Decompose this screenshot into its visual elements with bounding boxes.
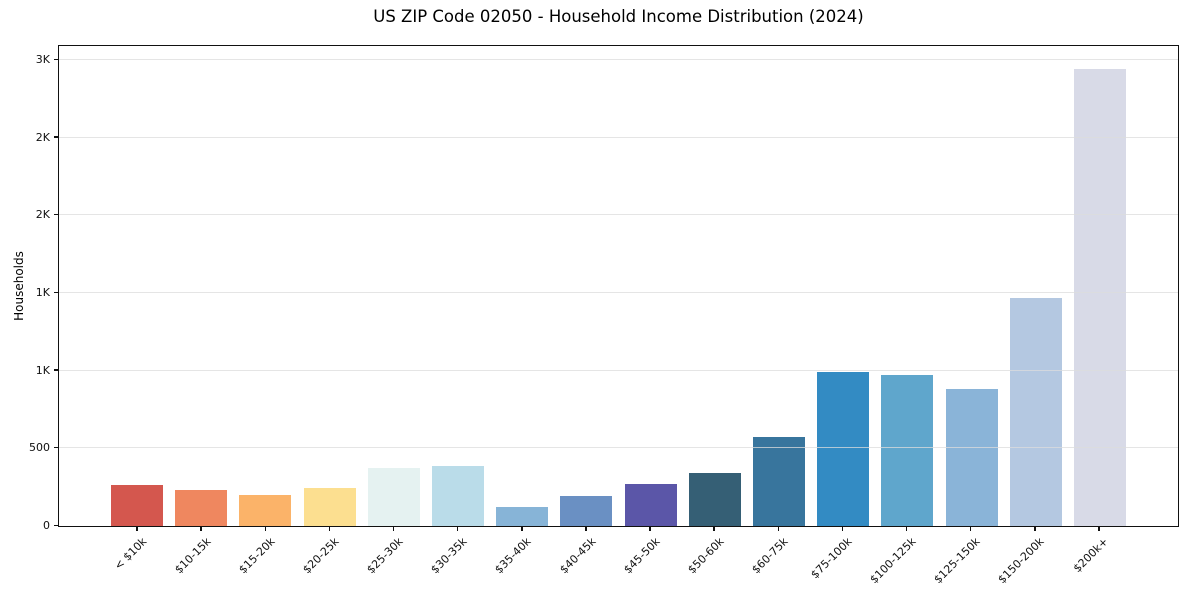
- bar-slot: [169, 46, 233, 526]
- bar-$15-20k: [239, 494, 292, 526]
- x-tick-mark: [1098, 526, 1100, 531]
- bar-$40-45k: [560, 495, 613, 526]
- bar-slot: [105, 46, 169, 526]
- x-tick-mark: [905, 526, 908, 531]
- bar-slot: [811, 46, 875, 526]
- bar-$125-150k: [945, 389, 998, 526]
- bar-slot: [683, 46, 747, 526]
- bar-slot: [426, 46, 490, 526]
- x-tick-label: $30-35k: [428, 535, 470, 577]
- y-tick-label: 2K: [35, 208, 50, 222]
- x-tick-label: $125-150k: [931, 535, 983, 587]
- y-axis-label: Households: [12, 251, 26, 321]
- x-tick-label: $60-75k: [749, 535, 791, 577]
- bar-slot: [875, 46, 939, 526]
- x-tick-label: $25-30k: [364, 535, 406, 577]
- x-tick-label: $45-50k: [620, 535, 663, 577]
- x-tick-label: $15-20k: [236, 535, 278, 577]
- bar-$20-25k: [303, 487, 356, 526]
- bar-$100-125k: [881, 375, 934, 526]
- x-tick-mark: [585, 526, 587, 531]
- x-tick-mark: [777, 526, 780, 531]
- bar-$75-100k: [817, 371, 870, 526]
- x-tick-mark: [136, 526, 138, 531]
- x-tick-label: $40-45k: [556, 535, 599, 577]
- x-tick-mark: [200, 526, 202, 531]
- x-tick-label: $75-100k: [808, 535, 855, 582]
- y-tick-mark: [54, 524, 59, 526]
- y-tick-label: 1K: [35, 286, 50, 300]
- x-tick-mark: [264, 526, 267, 531]
- gridline-y-2500: [59, 136, 1178, 138]
- bar-slot: [233, 46, 297, 526]
- bar-slot: [362, 46, 426, 526]
- x-tick-mark: [649, 526, 651, 531]
- x-tick-mark: [392, 526, 395, 531]
- bar-$30-35k: [432, 466, 485, 526]
- bar-$50-60k: [688, 473, 741, 526]
- gridline-y-1000: [59, 369, 1178, 371]
- y-tick-mark: [54, 291, 59, 293]
- x-tick-mark: [521, 526, 523, 531]
- x-tick-label: $10-15k: [172, 535, 214, 577]
- y-tick-mark: [54, 213, 59, 216]
- x-tick-label: $20-25k: [300, 535, 342, 577]
- x-tick-mark: [841, 526, 844, 531]
- gridline-y-1500: [59, 292, 1178, 294]
- bar-slot: [490, 46, 554, 526]
- bar-slot: [747, 46, 811, 526]
- bar-$10-15k: [175, 490, 228, 526]
- y-tick-mark: [54, 446, 59, 449]
- bar-$25-30k: [367, 467, 420, 526]
- gridline-y-3000: [59, 59, 1178, 61]
- bar-$35-40k: [496, 507, 549, 526]
- x-tick-label: < $10k: [111, 535, 150, 573]
- x-tick-mark: [713, 526, 715, 531]
- bar-slot: [1068, 46, 1132, 526]
- bar-slot: [1004, 46, 1068, 526]
- bar-slot: [298, 46, 362, 526]
- x-tick-mark: [456, 526, 459, 531]
- gridline-y-500: [59, 447, 1178, 449]
- y-tick-label: 1K: [35, 363, 50, 377]
- y-tick-label: 0: [43, 519, 50, 532]
- bar-< $10k: [111, 484, 164, 526]
- x-tick-mark: [969, 526, 972, 531]
- bar-slot: [939, 46, 1003, 526]
- x-tick-label: $50-60k: [685, 535, 727, 577]
- bar-$150-200k: [1009, 298, 1062, 526]
- chart-title: US ZIP Code 02050 - Household Income Dis…: [373, 7, 864, 26]
- bar-slot: [619, 46, 683, 526]
- y-tick-label: 500: [29, 441, 50, 455]
- y-tick-mark: [54, 58, 59, 61]
- x-tick-label: $35-40k: [492, 535, 535, 577]
- plot-area: 0 500 1K 1K 2K 2K 3K < $10k $10-15k $15-20k $20-25…: [29, 45, 1179, 586]
- x-tick-mark: [328, 526, 331, 531]
- y-tick-label: 2K: [35, 130, 50, 144]
- y-tick-label: 3K: [35, 53, 50, 67]
- y-tick-mark: [54, 369, 59, 371]
- x-tick-label: $100-125k: [867, 535, 919, 587]
- bar-$45-50k: [624, 484, 677, 526]
- bars-row: [59, 46, 1178, 526]
- x-tick-label: $150-200k: [995, 535, 1048, 587]
- bar-$200k+: [1073, 68, 1126, 526]
- y-tick-mark: [54, 136, 59, 138]
- gridline-y-2000: [59, 214, 1178, 216]
- x-tick-mark: [1034, 526, 1036, 531]
- bar-slot: [554, 46, 618, 526]
- bar-$60-75k: [752, 437, 805, 526]
- x-tick-label: $200k+: [1071, 535, 1112, 576]
